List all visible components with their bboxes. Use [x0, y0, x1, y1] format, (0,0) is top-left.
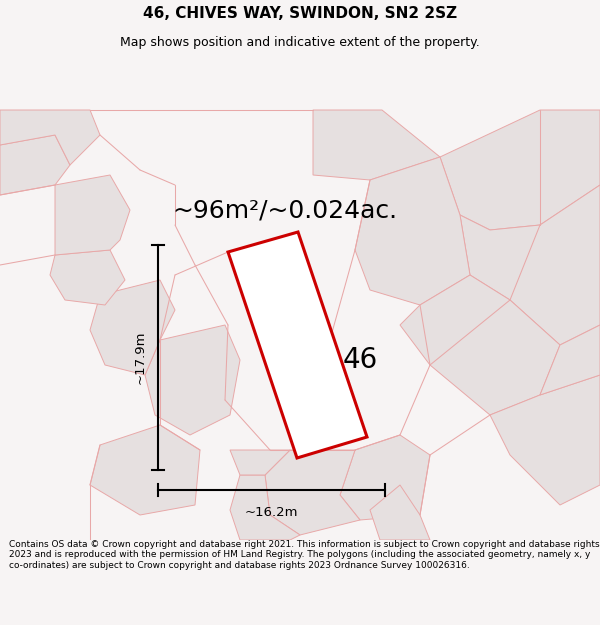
Polygon shape: [400, 275, 560, 415]
Polygon shape: [0, 110, 100, 165]
Polygon shape: [90, 425, 200, 515]
Polygon shape: [460, 185, 600, 345]
Polygon shape: [540, 325, 600, 395]
Polygon shape: [440, 110, 600, 230]
Polygon shape: [370, 485, 430, 540]
Polygon shape: [0, 135, 70, 195]
Text: Contains OS data © Crown copyright and database right 2021. This information is : Contains OS data © Crown copyright and d…: [9, 540, 599, 570]
Polygon shape: [355, 157, 470, 305]
Polygon shape: [50, 250, 125, 305]
Text: 46: 46: [343, 346, 377, 374]
Text: 46, CHIVES WAY, SWINDON, SN2 2SZ: 46, CHIVES WAY, SWINDON, SN2 2SZ: [143, 6, 457, 21]
Polygon shape: [230, 475, 300, 540]
Text: Map shows position and indicative extent of the property.: Map shows position and indicative extent…: [120, 36, 480, 49]
Polygon shape: [145, 325, 240, 435]
Polygon shape: [265, 450, 360, 535]
Text: ~17.9m: ~17.9m: [133, 331, 146, 384]
Polygon shape: [55, 175, 130, 255]
Text: ~96m²/~0.024ac.: ~96m²/~0.024ac.: [172, 198, 398, 222]
Polygon shape: [230, 450, 290, 475]
Polygon shape: [313, 110, 440, 180]
Polygon shape: [90, 280, 175, 375]
Polygon shape: [228, 232, 367, 458]
Text: ~16.2m: ~16.2m: [245, 506, 298, 519]
Polygon shape: [340, 435, 430, 520]
Polygon shape: [490, 375, 600, 505]
